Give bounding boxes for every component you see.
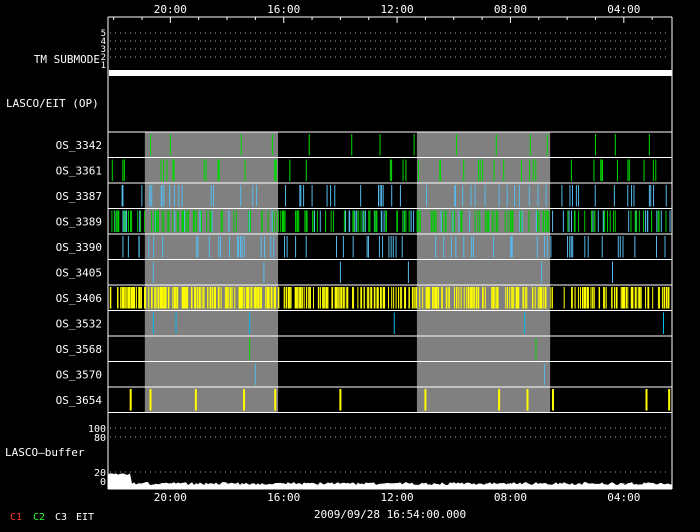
top-tick-label: 04:00 [607, 3, 640, 16]
bottom-tick-label: 04:00 [607, 491, 640, 504]
row-label: OS_3654 [56, 394, 103, 407]
tm-submode-label: TM SUBMODE [34, 53, 100, 66]
os-row: OS_3568 [56, 335, 672, 360]
tm-level-label: 4 [101, 37, 106, 47]
background-windows [144, 132, 551, 413]
legend-c2: C2 [33, 512, 45, 523]
tm-level-label: 1 [101, 61, 106, 71]
lasco-buffer-label: LASCO–buffer [5, 446, 85, 459]
buffer-tick-label: 80 [94, 433, 106, 444]
os-row: OS_3654 [56, 386, 672, 411]
bottom-time-axis: 20:00 16:00 12:00 08:00 04:00 [113, 483, 653, 504]
bottom-tick-label: 08:00 [494, 491, 527, 504]
top-tick-label: 12:00 [381, 3, 414, 16]
row-label: OS_3390 [56, 241, 102, 254]
row-label: OS_3570 [56, 368, 102, 381]
buffer-level-area [108, 473, 672, 489]
os-row: OS_3405 [56, 259, 672, 283]
background-window [416, 132, 551, 413]
buffer-tick-label: 20 [94, 468, 106, 479]
lasco-eit-label: LASCO/EIT (OP) [6, 97, 99, 110]
os-row: OS_3389 [56, 208, 672, 232]
top-tick-label: 08:00 [494, 3, 527, 16]
os-row: OS_3361 [56, 157, 672, 181]
row-label: OS_3361 [56, 164, 102, 177]
row-label: OS_3342 [56, 139, 102, 152]
legend-eit: EIT [76, 512, 94, 523]
os-row: OS_3406 [56, 284, 672, 309]
os-row: OS_3342 [56, 131, 672, 156]
row-label: OS_3406 [56, 292, 102, 305]
legend-c1: C1 [10, 512, 22, 523]
legend: C1 C2 C3 EIT [10, 512, 94, 523]
os-row: OS_3570 [56, 361, 672, 385]
row-label: OS_3387 [56, 190, 102, 203]
time-axis-title: 2009/09/28 16:54:00.000 [314, 508, 466, 521]
tm-level-label: 3 [101, 45, 106, 55]
row-label: OS_3568 [56, 343, 102, 356]
tm-submode-value-bar [109, 70, 672, 76]
os-row: OS_3390 [56, 233, 672, 258]
os-row: OS_3532 [56, 310, 672, 334]
os-rows: OS_3342 OS_3361 OS_3387 OS_3389 OS_3390 OS_34… [56, 131, 672, 413]
row-label: OS_3405 [56, 266, 102, 279]
top-tick-label: 16:00 [267, 3, 300, 16]
os-row: OS_3387 [56, 182, 672, 207]
buffer-tick-label: 100 [88, 424, 106, 435]
bottom-tick-label: 20:00 [154, 491, 187, 504]
top-time-axis: 20:00 16:00 12:00 08:00 04:00 [113, 3, 653, 23]
row-label: OS_3389 [56, 215, 102, 228]
tm-level-label: 5 [101, 29, 106, 39]
legend-c3: C3 [55, 512, 67, 523]
tm-level-label: 2 [101, 53, 106, 63]
row-label: OS_3532 [56, 317, 102, 330]
buffer-tick-label: 0 [100, 477, 106, 488]
bottom-tick-label: 12:00 [381, 491, 414, 504]
top-tick-label: 20:00 [154, 3, 187, 16]
bottom-tick-label: 16:00 [267, 491, 300, 504]
background-window [144, 132, 279, 413]
